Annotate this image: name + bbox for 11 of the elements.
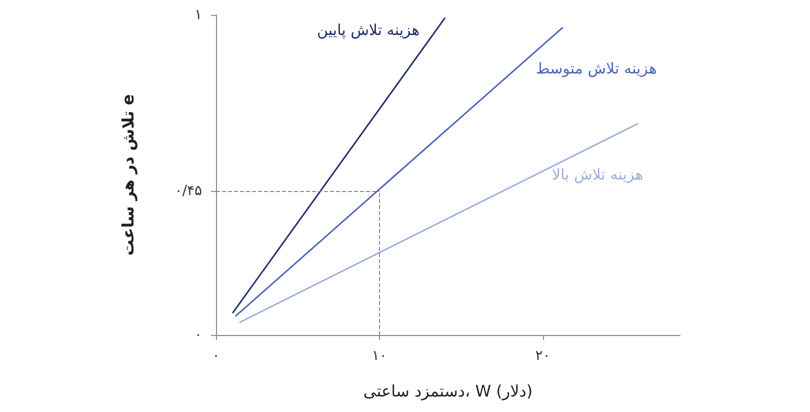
x-axis-title: دستمزد ساعتی، W (دلار) [363,382,533,400]
series-label: هزینه تلاش بالا [552,165,644,184]
x-tick-label: ۲۰ [535,348,550,364]
y-tick-label: ۰/۴۵ [174,183,202,199]
series-label: هزینه تلاش متوسط [536,59,657,78]
y-tick-label: ۱ [194,7,202,23]
x-tick-label: ۰ [212,348,220,364]
y-axis-title: تلاش در هر ساعت e [118,94,138,256]
y-tick-label: ۰ [194,327,202,343]
x-tick-label: ۱۰ [372,348,387,364]
series-label: هزینه تلاش پایین [316,21,420,40]
